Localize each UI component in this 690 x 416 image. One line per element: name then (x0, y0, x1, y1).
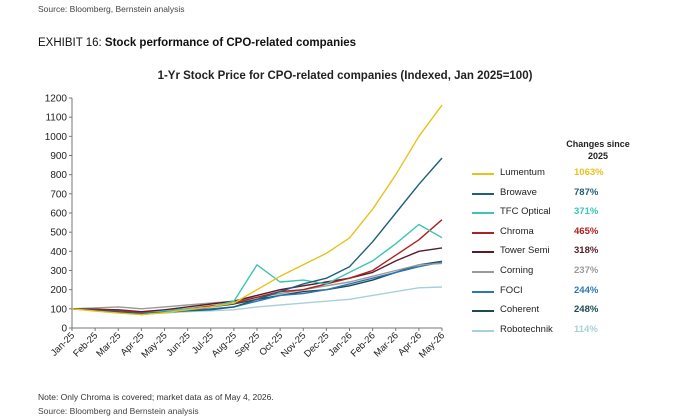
legend-item-chroma: Chroma 465% (472, 225, 642, 245)
x-tick-label: May-26 (417, 330, 447, 360)
legend-label: Coherent (500, 304, 540, 316)
x-tick-label: Nov-25 (279, 330, 308, 359)
legend-swatch (472, 212, 494, 215)
y-tick-label: 100 (50, 304, 67, 315)
legend-label: Corning (500, 264, 534, 276)
y-tick-label: 600 (50, 209, 67, 220)
legend-swatch (472, 329, 494, 332)
x-tick-label: Mar-26 (372, 330, 401, 359)
legend-change-value: 237% (574, 264, 599, 276)
series-line-lumentum (71, 104, 443, 316)
legend-label: Lumentum (500, 167, 545, 178)
legend-label: Tower Semi (500, 245, 550, 257)
y-tick-label: 800 (50, 170, 67, 181)
legend-swatch (472, 310, 494, 313)
exhibit-title: Stock performance of CPO-related compani… (104, 37, 357, 49)
source-top: Source: Bloomberg, Bernstein analysis (38, 4, 185, 14)
y-tick-label: 900 (50, 151, 67, 162)
source-bottom: Source: Bloomberg and Bernstein analysis (38, 406, 199, 416)
y-tick-label: 300 (50, 266, 67, 277)
legend-item-corning: Corning 237% (472, 264, 642, 284)
legend-swatch (472, 173, 494, 175)
y-tick-label: 700 (50, 189, 67, 200)
legend-item-tfc-optical: TFC Optical 371% (472, 205, 642, 225)
legend-change-value: 244% (574, 284, 599, 296)
legend-item-coherent: Coherent 248% (472, 303, 642, 323)
legend-item-robotechnik: Robotechnik 114% (472, 323, 642, 343)
chart-axes: 0 100 200 300 400 500 600 700 800 900 1000 1100 1200… (45, 94, 447, 361)
x-tick-label: Mar-25 (94, 330, 123, 359)
legend-change-value: 465% (574, 225, 599, 237)
y-tick-label: 1100 (45, 113, 67, 124)
legend-label: TFC Optical (500, 206, 551, 218)
x-tick-label: Dec-25 (302, 330, 331, 359)
chart-title: 1-Yr Stock Price for CPO-related compani… (157, 70, 533, 82)
x-tick-label: Jun-25 (164, 330, 192, 358)
y-tick-label: 400 (50, 247, 67, 258)
legend-label: Chroma (500, 225, 534, 237)
legend: Lumentum 1063% Browave 787% TFC Optical 371% C… (472, 166, 642, 342)
exhibit-heading: EXHIBIT 16: Stock performance of CPO-rel… (38, 37, 356, 49)
legend-change-value: 318% (574, 245, 599, 257)
y-tick-label: 200 (50, 285, 67, 296)
exhibit-number: EXHIBIT 16: (38, 37, 102, 49)
legend-change-value: 787% (574, 186, 599, 198)
legend-swatch (472, 231, 494, 234)
chart-lines (71, 104, 443, 316)
series-line-tower-semi (71, 247, 443, 313)
legend-swatch (472, 290, 494, 293)
legend-label: Robotechnik (500, 323, 553, 335)
x-tick-label: Aug-25 (210, 330, 239, 359)
x-tick-label: Feb-26 (349, 330, 378, 359)
series-line-foci (71, 261, 443, 314)
series-line-browave (71, 157, 443, 315)
legend-change-value: 1063% (574, 167, 604, 178)
changes-header: Changes since 2025 (566, 139, 630, 161)
legend-item-browave: Browave 787% (472, 186, 642, 206)
legend-item-tower-semi: Tower Semi 318% (472, 244, 642, 264)
series-line-tfc-optical (71, 223, 443, 315)
y-tick-label: 500 (50, 228, 67, 239)
legend-label: FOCI (500, 284, 523, 296)
legend-swatch (472, 251, 494, 254)
legend-swatch (472, 270, 494, 273)
legend-item-foci: FOCI 244% (472, 284, 642, 304)
y-tick-label: 1200 (45, 94, 68, 105)
y-tick-label: 0 (61, 324, 67, 335)
series-line-corning (71, 262, 443, 310)
series-line-chroma (71, 219, 443, 314)
legend-swatch (472, 192, 494, 195)
series-line-robotechnik (71, 286, 443, 315)
x-tick-label: Sep-25 (233, 330, 262, 359)
legend-change-value: 114% (574, 323, 598, 335)
legend-change-value: 371% (574, 206, 599, 218)
x-tick-label: May-25 (139, 330, 169, 360)
legend-label: Browave (500, 186, 537, 198)
x-tick-label: Feb-25 (71, 330, 100, 359)
legend-item-lumentum: Lumentum 1063% (472, 166, 642, 186)
footnote: Note: Only Chroma is covered; market dat… (38, 392, 274, 402)
y-tick-label: 1000 (45, 132, 68, 143)
legend-change-value: 248% (574, 304, 599, 316)
